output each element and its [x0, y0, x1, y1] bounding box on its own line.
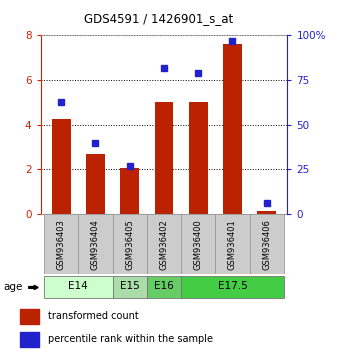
Text: E15: E15	[120, 281, 140, 291]
Bar	[257, 211, 276, 214]
Text: GSM936400: GSM936400	[194, 219, 203, 270]
Bar	[189, 102, 208, 214]
Bar	[113, 275, 147, 298]
Text: GSM936404: GSM936404	[91, 219, 100, 270]
Bar	[20, 309, 39, 324]
Bar	[52, 119, 71, 214]
Text: GDS4591 / 1426901_s_at: GDS4591 / 1426901_s_at	[84, 12, 234, 25]
Text: GSM936402: GSM936402	[160, 219, 168, 270]
Bar	[86, 154, 105, 214]
Text: age: age	[3, 282, 23, 292]
Bar	[154, 102, 173, 214]
Bar	[181, 275, 284, 298]
Bar	[113, 214, 147, 274]
Bar	[120, 169, 139, 214]
Text: E14: E14	[68, 281, 88, 291]
Bar	[147, 275, 181, 298]
Text: E16: E16	[154, 281, 174, 291]
Bar	[223, 44, 242, 214]
Text: GSM936405: GSM936405	[125, 219, 134, 270]
Text: E17.5: E17.5	[218, 281, 247, 291]
Bar	[44, 275, 113, 298]
Bar	[215, 214, 249, 274]
Text: GSM936406: GSM936406	[262, 219, 271, 270]
Text: GSM936403: GSM936403	[57, 219, 66, 270]
Bar	[181, 214, 215, 274]
Text: transformed count: transformed count	[48, 312, 139, 321]
Text: GSM936401: GSM936401	[228, 219, 237, 270]
Bar	[249, 214, 284, 274]
Bar	[78, 214, 113, 274]
Bar	[147, 214, 181, 274]
Text: percentile rank within the sample: percentile rank within the sample	[48, 335, 213, 344]
Bar	[20, 332, 39, 347]
Bar	[44, 214, 78, 274]
